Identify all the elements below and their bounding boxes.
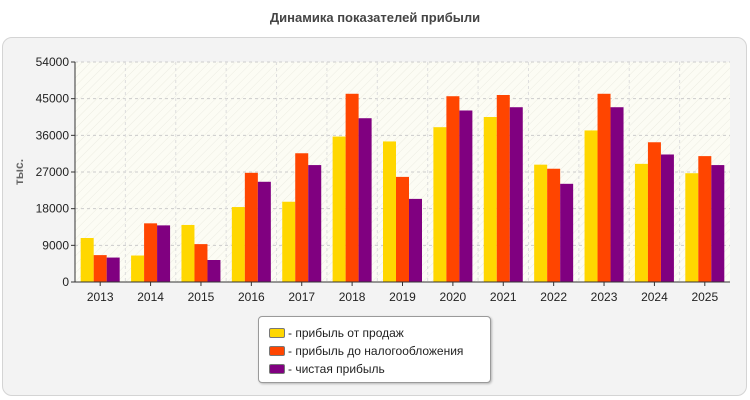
legend-item: - прибыль до налогообложения — [269, 342, 490, 360]
y-axis-title: тыс. — [12, 159, 26, 185]
bar — [194, 244, 208, 282]
x-tick-label: 2013 — [87, 290, 114, 304]
x-tick-label: 2016 — [238, 290, 265, 304]
bar — [584, 130, 598, 282]
bar — [547, 168, 561, 282]
legend-label: - прибыль до налогообложения — [288, 344, 464, 358]
legend-item: - прибыль от продаж — [269, 324, 490, 342]
y-tick-label: 45000 — [36, 92, 70, 106]
x-tick-label: 2022 — [540, 290, 567, 304]
y-tick-label: 54000 — [36, 55, 70, 69]
bar — [207, 260, 221, 282]
bar — [698, 156, 712, 282]
bar — [244, 172, 258, 282]
bar — [308, 165, 322, 282]
x-tick-label: 2019 — [389, 290, 416, 304]
x-tick-label: 2017 — [288, 290, 315, 304]
bar — [332, 136, 346, 282]
legend-label: - чистая прибыль — [288, 362, 385, 376]
bar — [358, 118, 372, 282]
bar — [496, 95, 510, 282]
bar — [131, 255, 145, 282]
bar — [534, 164, 548, 282]
bar — [93, 255, 107, 282]
bar — [181, 224, 195, 282]
y-tick-label: 0 — [62, 275, 69, 289]
y-tick-label: 18000 — [36, 202, 70, 216]
x-tick-label: 2018 — [339, 290, 366, 304]
bar — [257, 181, 271, 282]
bar — [446, 96, 460, 282]
bar — [509, 107, 523, 282]
legend-swatch — [269, 328, 285, 338]
y-tick-label: 36000 — [36, 128, 70, 142]
bar — [282, 201, 296, 282]
y-tick-label: 27000 — [36, 165, 70, 179]
bar — [483, 117, 497, 282]
chart-legend: - прибыль от продаж - прибыль до налогооб… — [258, 316, 491, 383]
bar — [685, 173, 699, 282]
x-tick-label: 2023 — [591, 290, 618, 304]
bar — [106, 257, 120, 282]
bar — [597, 93, 611, 283]
bar — [634, 163, 648, 282]
legend-item: - чистая прибыль — [269, 360, 490, 378]
bar — [660, 154, 674, 282]
legend-label: - прибыль от продаж — [288, 326, 404, 340]
bar — [80, 238, 94, 282]
bar — [711, 165, 725, 282]
bar — [396, 176, 409, 282]
bar — [295, 153, 309, 282]
x-tick-label: 2025 — [691, 290, 718, 304]
bar — [560, 183, 574, 282]
bar — [459, 110, 473, 283]
bar — [610, 107, 624, 282]
bar — [647, 142, 661, 282]
bar — [409, 198, 422, 282]
bar — [144, 223, 158, 282]
bar — [383, 141, 396, 282]
bar — [157, 225, 171, 282]
bar — [433, 127, 447, 283]
x-tick-label: 2015 — [188, 290, 215, 304]
legend-swatch — [269, 346, 285, 356]
x-tick-label: 2020 — [440, 290, 467, 304]
x-tick-label: 2024 — [641, 290, 668, 304]
bar — [345, 93, 359, 283]
bar — [231, 207, 245, 282]
y-tick-label: 9000 — [42, 238, 69, 252]
x-tick-label: 2021 — [490, 290, 517, 304]
chart-title: Динамика показателей прибыли — [269, 10, 481, 25]
legend-swatch — [269, 364, 285, 374]
x-tick-label: 2014 — [137, 290, 164, 304]
